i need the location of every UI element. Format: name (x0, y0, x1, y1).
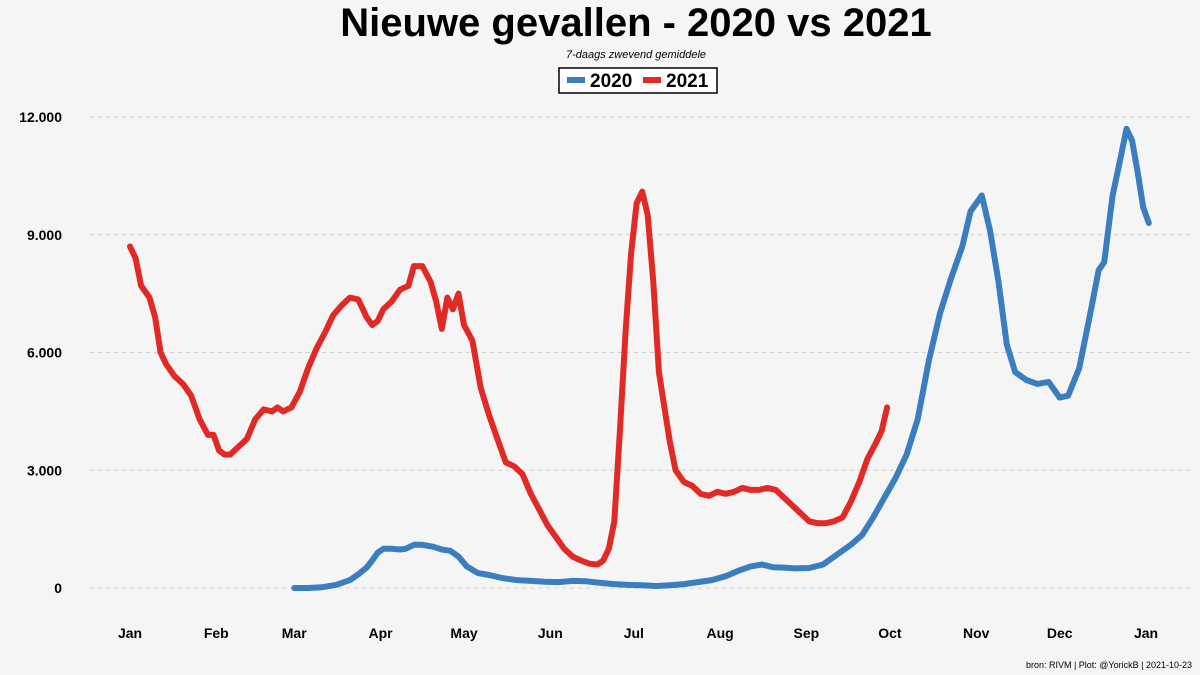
x-tick-label: Jan (1134, 625, 1158, 641)
y-tick-label: 6.000 (27, 345, 62, 361)
x-tick-label: May (450, 625, 477, 641)
x-tick-label: Apr (368, 625, 393, 641)
legend-label-2021: 2021 (666, 71, 709, 92)
legend-label-2020: 2020 (590, 71, 632, 92)
x-tick-label: Mar (282, 625, 307, 641)
x-tick-label: Jun (538, 625, 563, 641)
y-tick-label: 9.000 (27, 227, 62, 243)
legend-box (558, 67, 718, 94)
y-tick-label: 12.000 (19, 109, 62, 125)
x-tick-label: Oct (878, 625, 902, 641)
legend: 2020 2021 (558, 67, 718, 94)
x-tick-label: Dec (1047, 625, 1073, 641)
series-line-2021 (127, 188, 891, 568)
gridlines (90, 116, 1190, 589)
x-tick-label: Jan (118, 625, 142, 641)
chart-subtitle: 7-daags zwevend gemiddele (566, 49, 706, 61)
x-tick-label: Feb (204, 625, 229, 641)
caption: bron: RIVM | Plot: @YorickB | 2021-10-23 (1026, 660, 1192, 670)
x-tick-label: Aug (707, 625, 734, 641)
x-tick-label: Jul (624, 625, 644, 641)
x-tick-label: Nov (963, 625, 990, 641)
y-tick-label: 3.000 (27, 462, 62, 478)
y-axis-ticks: 0 3.000 6.000 9.000 12.000 (19, 109, 62, 596)
x-axis-ticks: Jan Feb Mar Apr May Jun Jul Aug Sep Oct Nov Dec Jan (118, 625, 1158, 641)
series-lines (127, 125, 1152, 591)
x-tick-label: Sep (794, 625, 820, 641)
series-line-2020 (291, 125, 1152, 591)
chart-title: Nieuwe gevallen - 2020 vs 2021 (340, 1, 931, 45)
y-tick-label: 0 (54, 580, 62, 596)
